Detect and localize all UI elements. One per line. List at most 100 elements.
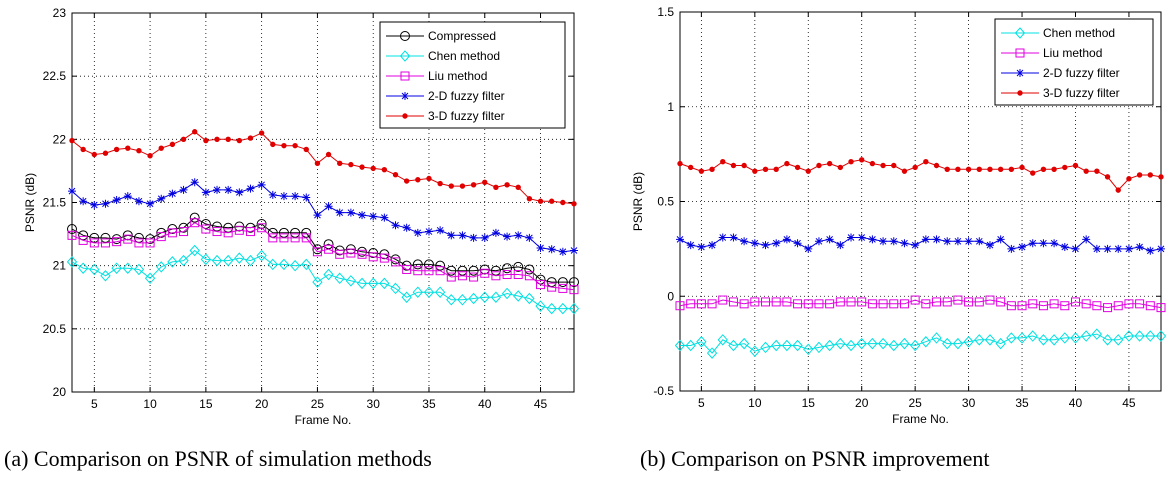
data-point <box>524 264 535 275</box>
data-point <box>845 339 857 352</box>
data-point <box>245 254 256 267</box>
y-tick-label: 1 <box>667 100 674 114</box>
data-point <box>536 243 545 252</box>
data-point <box>816 162 822 169</box>
data-point <box>696 299 706 309</box>
data-point <box>975 237 984 246</box>
data-point <box>524 271 534 281</box>
data-point <box>1030 170 1036 176</box>
data-point <box>289 259 301 272</box>
data-point <box>1060 242 1069 251</box>
data-point <box>813 341 825 354</box>
data-point <box>1018 242 1027 251</box>
x-tick-label: 30 <box>962 396 976 410</box>
data-point <box>773 166 779 172</box>
data-point <box>825 235 834 244</box>
series-line <box>71 181 575 253</box>
data-point <box>203 137 209 144</box>
y-axis-label: PSNR (dB) <box>631 172 645 231</box>
data-point <box>952 337 964 350</box>
data-point <box>911 241 920 250</box>
data-point <box>1147 172 1154 178</box>
data-point <box>77 262 89 274</box>
data-point <box>279 233 289 243</box>
legend-marker <box>402 113 408 119</box>
data-point <box>401 291 412 303</box>
data-point <box>236 137 243 144</box>
data-point <box>781 339 793 352</box>
legend-marker <box>400 71 410 81</box>
data-point <box>424 266 434 276</box>
data-point <box>835 297 845 307</box>
data-point <box>976 166 982 172</box>
legend-label: Chen method <box>428 49 500 63</box>
legend-marker <box>1016 69 1024 77</box>
data-point <box>674 339 686 352</box>
data-point <box>899 299 909 309</box>
data-point <box>739 299 749 309</box>
data-point <box>133 263 145 276</box>
data-point <box>837 164 844 171</box>
data-point <box>526 196 533 202</box>
data-point <box>848 159 854 165</box>
data-point <box>900 239 909 248</box>
data-point <box>391 257 401 267</box>
data-point <box>717 334 728 346</box>
data-point <box>1126 176 1132 182</box>
data-point <box>718 233 727 242</box>
data-point <box>1062 164 1068 171</box>
data-point <box>708 241 717 250</box>
x-tick-label: 20 <box>855 396 869 410</box>
data-point <box>257 180 266 189</box>
data-point <box>368 252 378 262</box>
data-point <box>224 185 233 194</box>
x-tick-label: 35 <box>1015 396 1029 410</box>
data-point <box>102 150 109 156</box>
x-axis-label: Frame No. <box>295 413 352 427</box>
data-point <box>1082 235 1091 244</box>
data-point <box>79 197 88 206</box>
data-point <box>1050 239 1059 248</box>
data-point <box>687 164 694 171</box>
data-point <box>1038 334 1049 346</box>
x-tick-label: 40 <box>1069 396 1083 410</box>
data-point <box>446 294 457 306</box>
x-tick-label: 10 <box>748 396 762 410</box>
data-point <box>568 302 580 315</box>
data-point <box>246 184 255 193</box>
data-point <box>803 299 813 309</box>
data-point <box>446 265 457 276</box>
data-point <box>1135 299 1145 309</box>
data-point <box>814 237 823 246</box>
data-point <box>278 227 289 238</box>
data-point <box>1104 174 1111 180</box>
data-point <box>784 160 790 167</box>
data-point <box>514 231 523 240</box>
series-line <box>679 159 1162 191</box>
data-point <box>943 237 952 246</box>
data-point <box>156 232 166 242</box>
data-point <box>302 193 311 202</box>
data-point <box>824 339 835 352</box>
x-tick-label: 5 <box>698 396 705 410</box>
data-point <box>856 337 867 350</box>
data-point <box>706 347 718 359</box>
data-point <box>392 172 399 178</box>
data-point <box>557 302 569 315</box>
data-point <box>312 247 322 257</box>
data-point <box>415 177 421 183</box>
data-point <box>1059 332 1070 344</box>
data-point <box>90 201 99 210</box>
data-point <box>68 187 76 196</box>
data-point <box>391 221 400 230</box>
data-point <box>89 263 100 276</box>
data-point <box>987 166 993 172</box>
data-point <box>974 297 984 307</box>
data-point <box>686 241 695 250</box>
data-point <box>571 201 577 207</box>
data-point <box>933 162 940 169</box>
data-point <box>357 249 367 259</box>
data-point <box>932 235 941 244</box>
data-point <box>78 235 88 245</box>
data-point <box>857 233 866 242</box>
